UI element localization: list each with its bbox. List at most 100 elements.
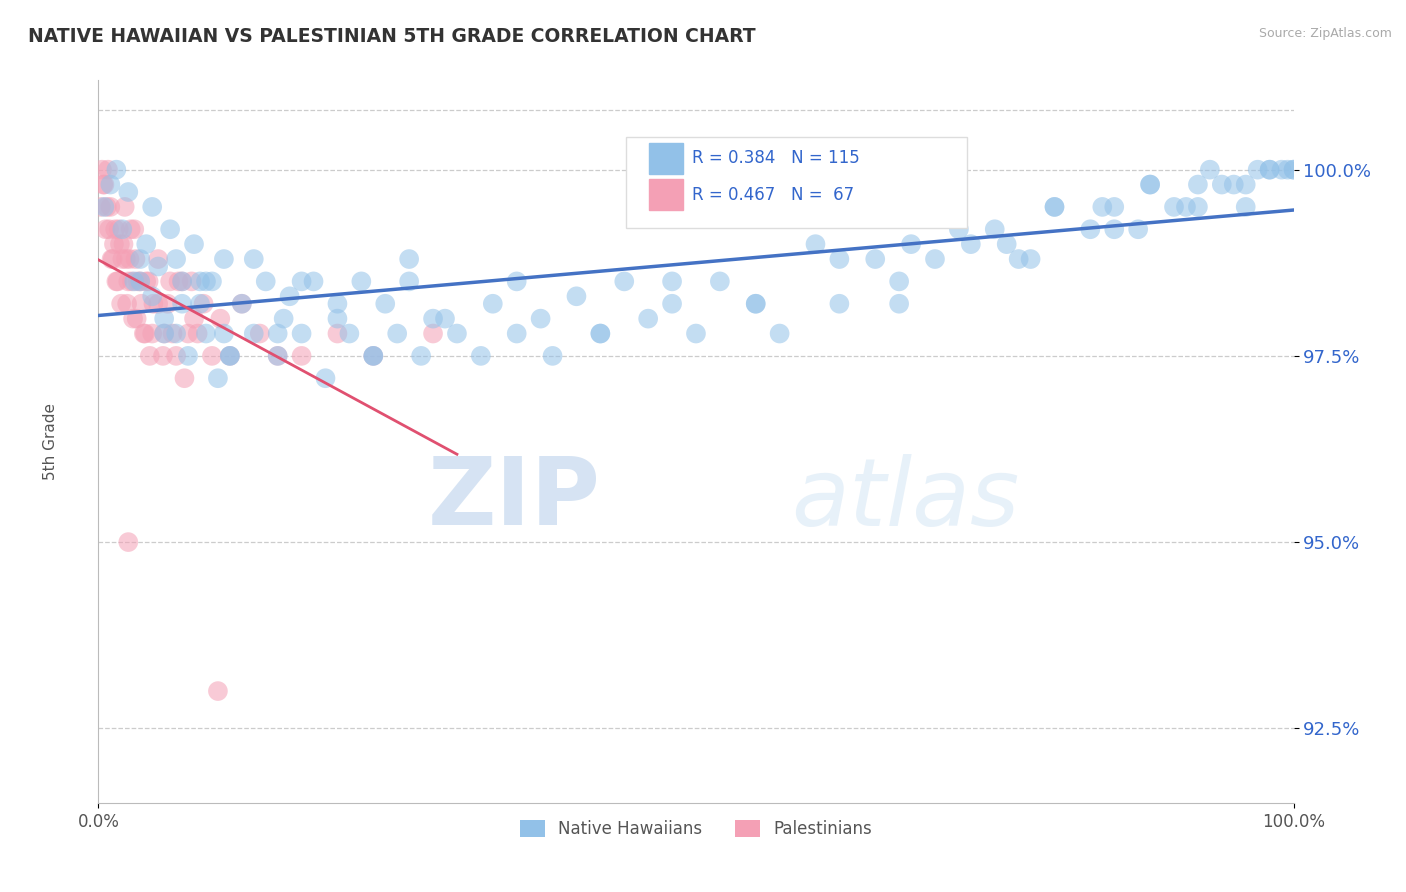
Text: ZIP: ZIP xyxy=(427,453,600,545)
Point xyxy=(709,274,731,288)
Point xyxy=(1282,162,1305,177)
Point xyxy=(470,349,492,363)
Point xyxy=(291,326,314,341)
Point xyxy=(828,297,851,311)
Point xyxy=(111,222,134,236)
Point xyxy=(1271,162,1294,177)
Point xyxy=(1234,200,1257,214)
Point xyxy=(134,326,156,341)
Point xyxy=(180,274,202,288)
Point xyxy=(93,200,115,214)
Point xyxy=(105,162,128,177)
Point xyxy=(172,274,194,288)
Point xyxy=(165,349,187,363)
Point xyxy=(193,297,215,311)
Point xyxy=(120,222,142,236)
Point xyxy=(187,326,209,341)
Point xyxy=(589,326,612,341)
Point xyxy=(385,326,409,341)
Point xyxy=(219,349,242,363)
Point xyxy=(243,252,266,266)
Point xyxy=(745,297,768,311)
Point xyxy=(267,349,290,363)
Point xyxy=(183,311,205,326)
Point xyxy=(115,252,138,266)
Point xyxy=(177,326,200,341)
Point xyxy=(613,274,636,288)
Point xyxy=(111,252,134,266)
Point xyxy=(1187,200,1209,214)
Point xyxy=(1211,178,1233,192)
Point xyxy=(105,274,128,288)
Point xyxy=(1019,252,1042,266)
Point xyxy=(173,371,195,385)
Point xyxy=(93,178,115,192)
Point xyxy=(148,260,170,274)
Point xyxy=(267,326,290,341)
Point xyxy=(98,222,121,236)
Text: atlas: atlas xyxy=(792,454,1019,545)
Point xyxy=(142,297,165,311)
Point xyxy=(828,252,851,266)
Point xyxy=(103,237,125,252)
Point xyxy=(219,349,242,363)
Point xyxy=(769,326,792,341)
Point xyxy=(302,274,325,288)
Point xyxy=(165,326,187,341)
Point xyxy=(1258,162,1281,177)
Point xyxy=(101,252,124,266)
Point xyxy=(207,371,229,385)
Point xyxy=(1043,200,1066,214)
Point xyxy=(141,289,163,303)
Point xyxy=(243,326,266,341)
Point xyxy=(153,311,176,326)
Point xyxy=(148,252,170,266)
Point xyxy=(889,274,911,288)
Point xyxy=(172,274,194,288)
Point xyxy=(685,326,707,341)
Point xyxy=(1277,162,1299,177)
Point xyxy=(948,222,970,236)
Point xyxy=(637,311,659,326)
Point xyxy=(1080,222,1102,236)
Point xyxy=(1258,162,1281,177)
Point xyxy=(1234,178,1257,192)
Point xyxy=(1104,200,1126,214)
Point xyxy=(984,222,1007,236)
Point xyxy=(363,349,385,363)
Point xyxy=(889,297,911,311)
Point xyxy=(865,252,887,266)
Point xyxy=(350,274,373,288)
Point xyxy=(565,289,588,303)
Point xyxy=(326,297,349,311)
Point xyxy=(1139,178,1161,192)
Point xyxy=(900,237,922,252)
Point xyxy=(339,326,361,341)
Point xyxy=(167,274,190,288)
Point xyxy=(446,326,468,341)
Point xyxy=(188,274,211,288)
Point xyxy=(156,297,179,311)
Point xyxy=(1043,200,1066,214)
Point xyxy=(94,222,117,236)
Point xyxy=(98,178,122,192)
Point xyxy=(107,274,129,288)
Point xyxy=(91,178,114,192)
Point xyxy=(129,252,152,266)
Point xyxy=(231,297,253,311)
Text: R = 0.467   N =  67: R = 0.467 N = 67 xyxy=(693,186,855,203)
Point xyxy=(110,297,132,311)
Point xyxy=(661,274,683,288)
Point xyxy=(231,297,253,311)
Point xyxy=(1008,252,1031,266)
Point xyxy=(995,237,1018,252)
Point xyxy=(131,297,153,311)
Point xyxy=(219,349,242,363)
Point xyxy=(804,237,827,252)
Point xyxy=(209,311,232,326)
Point xyxy=(422,311,444,326)
Point xyxy=(541,349,564,363)
Point xyxy=(1163,200,1185,214)
Point xyxy=(1128,222,1150,236)
Point xyxy=(97,162,120,177)
